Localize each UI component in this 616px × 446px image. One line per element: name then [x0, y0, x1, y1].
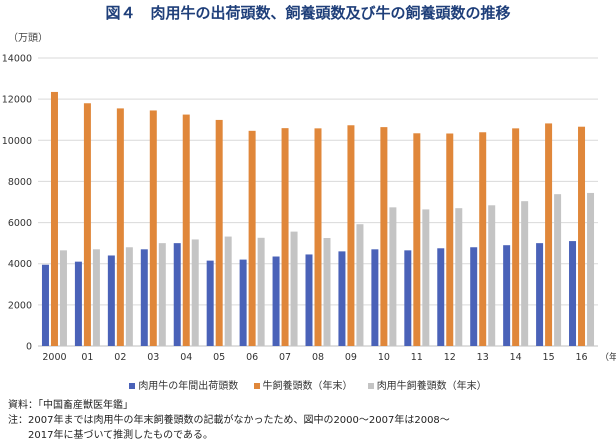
- y-tick-label-10000: 10000: [2, 136, 32, 147]
- bar-series-1-03: [149, 110, 157, 346]
- bar-series-2-16: [587, 192, 595, 346]
- legend-item-beef-cattle-stock: 肉用牛飼養頭数（年末）: [367, 377, 487, 392]
- bar-series-2-05: [224, 236, 232, 346]
- y-tick-label-14000: 14000: [2, 54, 32, 65]
- footnote-line-2: 2017年に基づいて推測したものである。: [8, 430, 214, 441]
- bar-series-1-07: [281, 128, 289, 346]
- legend-swatch-shipments: [129, 383, 136, 389]
- x-tick-label-16: 16: [575, 352, 587, 363]
- bar-series-0-05: [206, 260, 214, 346]
- x-axis-unit-label: （年）: [600, 351, 616, 363]
- bar-series-1-13: [479, 132, 487, 346]
- bar-series-1-09: [347, 125, 355, 346]
- x-tick-label-08: 08: [312, 352, 324, 363]
- legend-swatch-beef-cattle-stock: [367, 383, 374, 389]
- bar-series-0-09: [338, 251, 346, 346]
- footnote-line-1: 注：2007年までは肉用牛の年末飼養頭数の記載がなかったため、図中の2000～2…: [8, 415, 450, 426]
- bar-series-2-04: [191, 239, 199, 346]
- bar-series-0-2000: [41, 264, 49, 346]
- x-tick-label-02: 02: [114, 352, 126, 363]
- bar-series-0-06: [239, 259, 247, 346]
- bar-series-0-01: [74, 261, 82, 346]
- y-tick-label-12000: 12000: [2, 95, 32, 106]
- x-tick-label-15: 15: [543, 352, 555, 363]
- bar-series-1-12: [446, 133, 454, 346]
- bar-series-0-08: [305, 254, 313, 346]
- bar-series-2-11: [422, 209, 430, 346]
- bar-series-0-15: [536, 243, 544, 346]
- y-axis-unit-label: （万頭）: [8, 33, 48, 44]
- x-tick-label-05: 05: [213, 352, 225, 363]
- x-tick-label-09: 09: [345, 352, 357, 363]
- bar-series-0-14: [503, 245, 511, 346]
- x-tick-label-07: 07: [279, 352, 291, 363]
- bar-series-1-02: [116, 108, 124, 347]
- bar-series-2-15: [554, 194, 562, 346]
- bar-series-0-02: [107, 255, 115, 346]
- x-tick-label-06: 06: [246, 352, 258, 363]
- bar-series-0-04: [173, 243, 181, 346]
- legend-label-cattle-stock: 牛飼養頭数（年末）: [262, 381, 353, 392]
- bar-series-0-12: [437, 248, 445, 346]
- y-tick-label-8000: 8000: [8, 177, 32, 188]
- x-tick-label-01: 01: [81, 352, 93, 363]
- bar-series-1-01: [83, 103, 91, 346]
- bar-series-2-12: [455, 208, 463, 346]
- chart-title: 図４ 肉用牛の出荷頭数、飼養頭数及び牛の飼養頭数の推移: [105, 4, 511, 22]
- x-tick-label-03: 03: [147, 352, 159, 363]
- bar-series-1-14: [512, 128, 520, 346]
- bar-series-2-01: [92, 249, 100, 346]
- legend-swatch-cattle-stock: [253, 383, 260, 389]
- y-tick-label-6000: 6000: [8, 218, 32, 229]
- x-tick-label-04: 04: [180, 352, 192, 363]
- y-tick-label-2000: 2000: [8, 300, 32, 311]
- bar-series-1-15: [545, 123, 553, 346]
- chart-notes: 資料：「中国畜産獣医年鑑」 注：2007年までは肉用牛の年末飼養頭数の記載がなか…: [8, 398, 612, 443]
- source-note: 資料：「中国畜産獣医年鑑」: [8, 400, 133, 411]
- legend-item-cattle-stock: 牛飼養頭数（年末）: [253, 377, 353, 392]
- x-tick-label-13: 13: [477, 352, 489, 363]
- chart-legend: 肉用牛の年間出荷頭数 牛飼養頭数（年末） 肉用牛飼養頭数（年末）: [0, 377, 616, 392]
- y-tick-label-0: 0: [26, 342, 32, 353]
- x-tick-label-11: 11: [411, 352, 423, 363]
- bar-series-0-10: [371, 249, 379, 346]
- bar-series-1-05: [215, 119, 223, 346]
- bar-series-2-14: [521, 201, 529, 346]
- bar-series-1-2000: [50, 91, 58, 346]
- bar-series-2-07: [290, 231, 298, 346]
- bar-series-1-04: [182, 114, 190, 346]
- bar-series-0-13: [470, 247, 478, 346]
- bar-series-1-16: [578, 126, 586, 346]
- bar-series-2-09: [356, 224, 364, 346]
- bar-series-0-11: [404, 250, 412, 346]
- bar-series-2-08: [323, 238, 331, 346]
- bar-series-0-07: [272, 256, 280, 346]
- x-tick-label-2000: 2000: [42, 352, 66, 363]
- legend-label-shipments: 肉用牛の年間出荷頭数: [138, 381, 239, 392]
- bar-series-2-03: [158, 243, 166, 346]
- bar-series-2-13: [488, 205, 496, 346]
- bar-series-2-10: [389, 207, 397, 346]
- legend-label-beef-cattle-stock: 肉用牛飼養頭数（年末）: [376, 381, 487, 392]
- bar-series-2-2000: [59, 250, 67, 346]
- bar-series-0-03: [140, 249, 148, 346]
- bar-series-0-16: [569, 241, 577, 346]
- bar-series-2-06: [257, 237, 265, 346]
- legend-item-shipments: 肉用牛の年間出荷頭数: [129, 377, 238, 392]
- bar-series-1-08: [314, 128, 322, 346]
- bar-series-2-02: [125, 247, 133, 346]
- x-tick-label-12: 12: [444, 352, 456, 363]
- y-tick-label-4000: 4000: [8, 259, 32, 270]
- bar-series-1-11: [413, 133, 421, 346]
- x-tick-label-10: 10: [378, 352, 390, 363]
- bar-series-1-10: [380, 127, 388, 347]
- x-tick-label-14: 14: [510, 352, 522, 363]
- bar-series-1-06: [248, 130, 256, 346]
